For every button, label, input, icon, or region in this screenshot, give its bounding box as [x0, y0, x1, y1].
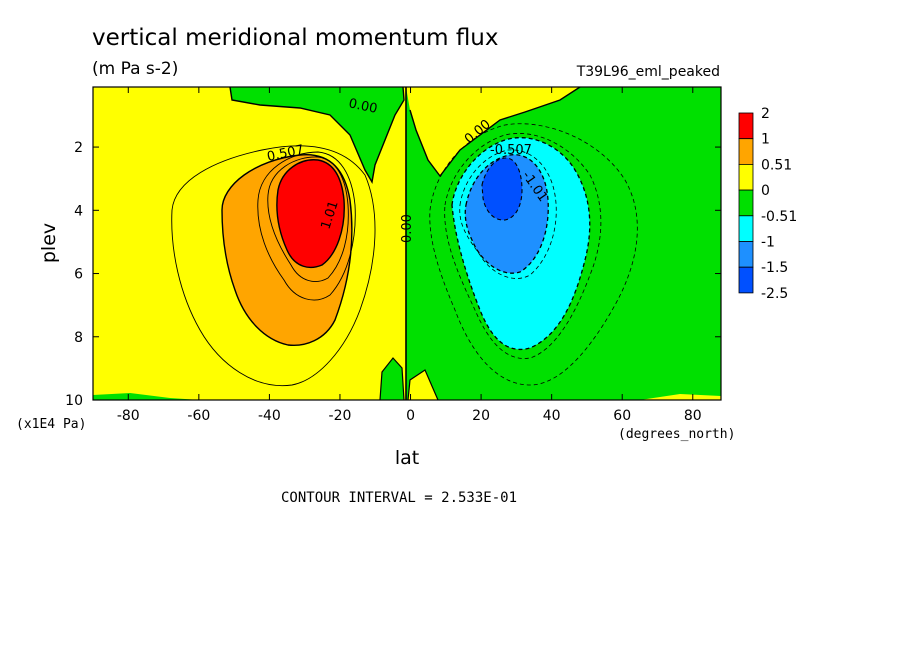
colorbar-label: -2.5 — [761, 286, 788, 302]
colorbar-swatch — [738, 241, 754, 268]
colorbar-label: -1.5 — [761, 260, 788, 276]
equator-negative-tongue — [380, 358, 404, 400]
zero-contour-upper-right — [409, 87, 581, 178]
contour-label: 0.00 — [347, 96, 378, 117]
bottom-left-negative-fill — [93, 393, 200, 400]
colorbar-label: 0.51 — [761, 157, 792, 173]
negative-contour-0.507 — [451, 136, 591, 351]
contour-interval: CONTOUR INTERVAL = 2.533E-01 — [281, 490, 517, 506]
x-tick-label: 40 — [543, 408, 561, 424]
colorbar-swatch — [738, 189, 754, 217]
upper-right-positive-fill — [406, 87, 580, 176]
positive-contour-0.25 — [171, 145, 376, 387]
positive-contour-1.27 — [276, 159, 345, 268]
x-tick-label: 20 — [472, 408, 490, 424]
chart-title: vertical meridional momentum flux — [92, 25, 499, 51]
y-axis-units: (x1E4 Pa) — [16, 417, 86, 432]
colorbar-label: 0 — [761, 183, 770, 199]
plot-frame — [92, 86, 722, 401]
contour-label: -0.507 — [490, 143, 532, 158]
negative-contour-1.01 — [464, 154, 549, 274]
colorbar-swatch — [738, 163, 754, 191]
y-tick-label: 8 — [74, 330, 83, 346]
y-tick-label: 6 — [74, 267, 83, 283]
x-tick-label: 0 — [406, 408, 415, 424]
zero-contour-upper-left — [229, 87, 405, 185]
y-axis: 2 4 6 8 10 — [65, 140, 721, 409]
negative-contour-1.52 — [481, 157, 523, 221]
y-tick-label: 4 — [74, 203, 83, 219]
contour-lines — [171, 87, 638, 400]
x-tick-label: -20 — [329, 408, 352, 424]
dark-blue-core-fill — [482, 158, 522, 221]
x-axis-label: lat — [395, 447, 419, 469]
y-tick-label: 2 — [74, 140, 83, 156]
x-tick-label: 80 — [684, 408, 702, 424]
x-tick-label: -40 — [258, 408, 281, 424]
zero-contour-bottom-right — [407, 369, 439, 400]
negative-contour-0.25 — [429, 123, 638, 386]
colorbar-label: -1 — [761, 235, 775, 251]
x-tick-label: 60 — [613, 408, 631, 424]
colorbar-label: -0.51 — [761, 209, 797, 225]
x-tick-label: -60 — [187, 408, 210, 424]
dataset-label: T39L96_eml_peaked — [576, 64, 720, 80]
bottom-right-positive-fill — [640, 394, 721, 400]
negative-contour-0.38 — [444, 133, 602, 359]
positive-contour-0.507 — [221, 154, 353, 347]
colorbar-label: 1 — [761, 132, 770, 148]
chart-units: (m Pa s-2) — [92, 59, 178, 79]
filled-contours — [93, 87, 721, 400]
equator-positive-tongue — [408, 370, 438, 400]
red-core-fill — [276, 159, 345, 268]
y-tick-label: 10 — [65, 393, 83, 409]
positive-contour-0.76 — [257, 151, 356, 301]
positive-contour-1.01 — [267, 156, 349, 282]
x-axis: -80 -60 -40 -20 0 20 40 60 80 — [117, 87, 702, 424]
zero-contour-bottom — [379, 357, 405, 400]
y-axis-label: plev — [38, 223, 60, 263]
x-tick-label: -80 — [117, 408, 140, 424]
negative-contour-0.76 — [459, 149, 557, 279]
colorbar-swatch — [738, 266, 754, 294]
colorbar-swatch — [738, 112, 754, 140]
colorbar-swatch — [738, 215, 754, 242]
colorbar-legend: 2 1 0.51 0 -0.51 -1 -1.5 -2.5 — [738, 106, 797, 302]
colorbar-label: 2 — [761, 106, 770, 122]
colorbar-swatch — [738, 138, 754, 165]
contour-label: 0.00 — [400, 214, 415, 243]
x-axis-units: (degrees_north) — [618, 427, 735, 442]
